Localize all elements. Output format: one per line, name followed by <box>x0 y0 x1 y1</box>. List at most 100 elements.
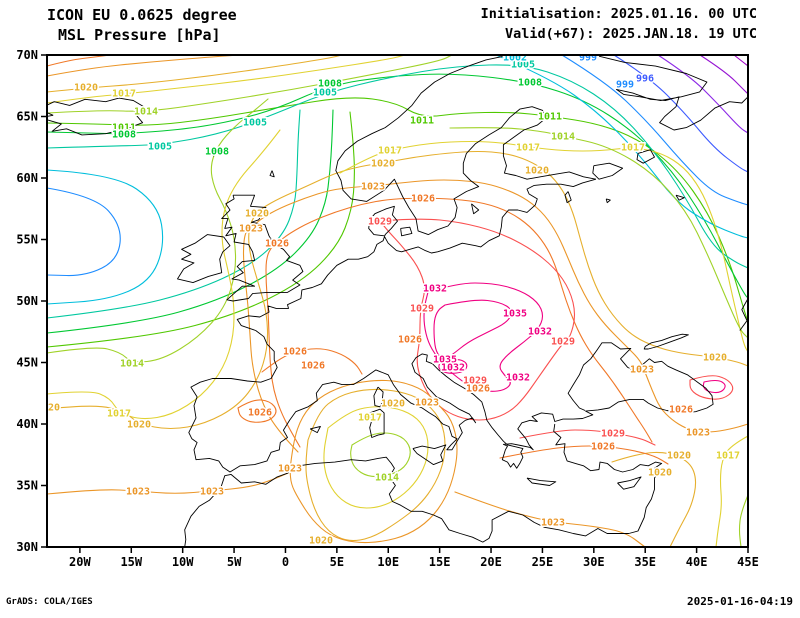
isobar-987 <box>733 54 749 67</box>
isobar-1008 <box>46 109 334 334</box>
coastline <box>373 386 384 408</box>
isobar-1017 <box>339 140 749 353</box>
isobar-label-1029: 1029 <box>463 376 487 387</box>
isobar-label-1026: 1026 <box>265 239 289 250</box>
isobar-label-1035: 1035 <box>503 309 527 320</box>
isobar-label-1026: 1026 <box>398 335 422 346</box>
isobar-1023 <box>454 491 646 548</box>
isobar-label-1023: 1023 <box>686 428 710 439</box>
isobar-label-1017: 1017 <box>516 143 540 154</box>
coastline <box>177 234 231 284</box>
isobar-1023 <box>46 472 289 495</box>
x-axis-label: 0 <box>282 555 289 569</box>
isobar-label-1011: 1011 <box>410 116 434 127</box>
isobar-1029 <box>519 429 656 446</box>
isobar-1026 <box>265 197 653 448</box>
field-title: MSL Pressure [hPa] <box>58 26 221 44</box>
y-axis-label: 45N <box>16 356 38 370</box>
isobar-label-1023: 1023 <box>126 487 150 498</box>
isobar-label-1017: 1017 <box>378 146 402 157</box>
isobar-label-1023: 1023 <box>415 398 439 409</box>
x-axis-label: 10W <box>172 555 194 569</box>
x-axis-label: 45E <box>737 555 759 569</box>
x-axis-label: 15W <box>120 555 142 569</box>
coastline <box>46 97 147 136</box>
isobar-label-1029: 1029 <box>368 217 392 228</box>
isobar-label-1020: 1020 <box>74 83 98 94</box>
y-axis-label: 55N <box>16 233 38 247</box>
isobar-label-1026: 1026 <box>301 361 325 372</box>
x-axis-label: 20W <box>69 555 91 569</box>
valid-time: Valid(+67): 2025.JAN.18. 19 UTC <box>505 26 757 42</box>
isobar-993 <box>657 54 749 134</box>
isobar-label-1011: 1011 <box>112 123 136 134</box>
coastline <box>471 203 480 215</box>
isobar-label-1008: 1008 <box>112 130 136 141</box>
isobar-1023 <box>289 379 458 544</box>
isobar-label-1023: 1023 <box>541 518 565 529</box>
isobar-label-1026: 1026 <box>411 194 435 205</box>
initialisation-time: Initialisation: 2025.01.16. 00 UTC <box>480 6 757 22</box>
coastline <box>739 298 749 331</box>
isobar-label-1026: 1026 <box>669 405 693 416</box>
isobar-label-1026: 1026 <box>591 442 615 453</box>
isobar-1035 <box>433 299 512 360</box>
coastline <box>526 477 557 486</box>
isobar-layer <box>46 54 749 548</box>
isobar-1014 <box>46 98 269 363</box>
isobar-label-1014: 1014 <box>551 132 575 143</box>
isobar-label-1017: 1017 <box>621 143 645 154</box>
y-axis-label: 50N <box>16 294 38 308</box>
isobar-label-1008: 1008 <box>518 78 542 89</box>
isobar-label-1017: 1017 <box>716 451 740 462</box>
coastline <box>369 408 385 438</box>
isobar-label-1026: 1026 <box>283 347 307 358</box>
isobar-label-1026: 1026 <box>466 384 490 395</box>
isobar-1023 <box>46 54 241 77</box>
isobar-1029 <box>689 375 734 400</box>
isobar-label-1026: 1026 <box>248 408 272 419</box>
isobar-label-1029: 1029 <box>601 429 625 440</box>
isobar-1014 <box>449 127 749 339</box>
isobar-label-1005: 1005 <box>243 118 267 129</box>
isobar-label-1017: 1017 <box>358 413 382 424</box>
isobar-label-1008: 1008 <box>205 147 229 158</box>
isobar-label-1020: 1020 <box>127 420 151 431</box>
coastline-layer <box>46 54 749 548</box>
isobar-label-1017: 1017 <box>107 409 131 420</box>
coastline <box>335 54 596 236</box>
x-axis-label: 5W <box>227 555 242 569</box>
isobar-label-1011: 1011 <box>538 112 562 123</box>
isobar-label-1005: 1005 <box>148 142 172 153</box>
isobar-1020 <box>611 451 697 548</box>
coastline <box>643 333 689 350</box>
isobar-label-1032: 1032 <box>506 373 530 384</box>
isobar-1026 <box>46 54 111 67</box>
coastline <box>211 150 219 157</box>
coastline <box>184 423 663 548</box>
isobar-label-1023: 1023 <box>239 224 263 235</box>
isobar-label-1020: 1020 <box>667 451 691 462</box>
creation-timestamp: 2025-01-16-04:19 <box>687 595 793 608</box>
coastline <box>412 444 447 466</box>
isobar-1020 <box>46 54 343 93</box>
coastline <box>269 170 275 178</box>
x-axis-label: 35E <box>634 555 656 569</box>
isobar-label-1017: 1017 <box>112 89 136 100</box>
isobar-label-1020: 1020 <box>371 159 395 170</box>
isobar-1017 <box>46 129 281 420</box>
coastline <box>309 426 321 434</box>
x-axis-label: 5E <box>330 555 344 569</box>
isobar-1032 <box>423 282 544 392</box>
isobar-label-1020: 1020 <box>381 399 405 410</box>
isobar-label-1005: 1005 <box>511 60 535 71</box>
isobar-1017 <box>46 54 406 104</box>
y-axis-label: 30N <box>16 540 38 554</box>
isobar-label-1020: 1020 <box>245 209 269 220</box>
x-axis-label: 40E <box>686 555 708 569</box>
isobar-label-999: 999 <box>616 80 634 91</box>
isobar-1008 <box>46 73 749 299</box>
isobar-1005 <box>46 64 749 269</box>
coastline <box>675 194 685 201</box>
